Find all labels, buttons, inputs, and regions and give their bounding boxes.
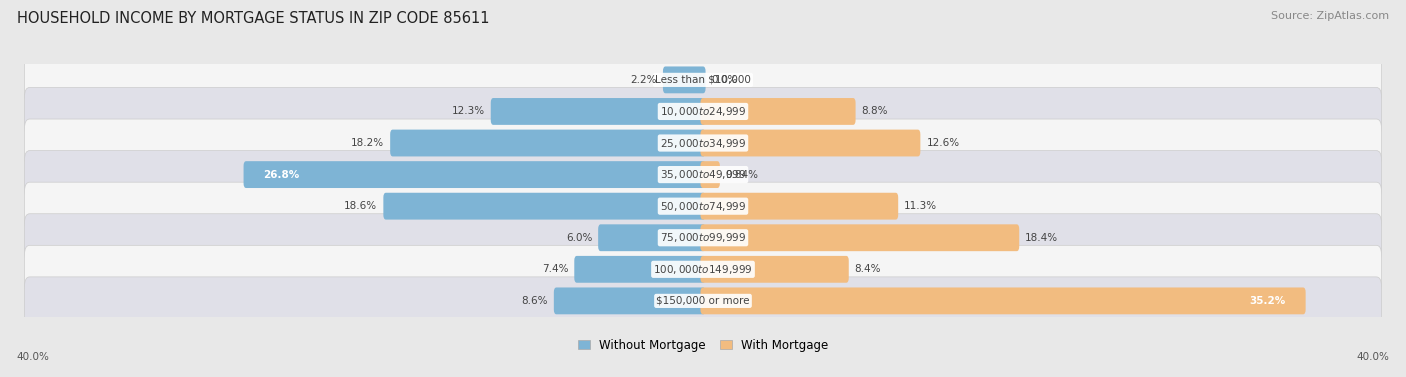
Text: 35.2%: 35.2% — [1250, 296, 1286, 306]
Text: $25,000 to $34,999: $25,000 to $34,999 — [659, 136, 747, 150]
FancyBboxPatch shape — [700, 161, 720, 188]
FancyBboxPatch shape — [700, 193, 898, 219]
Text: Less than $10,000: Less than $10,000 — [655, 75, 751, 85]
FancyBboxPatch shape — [598, 224, 706, 251]
FancyBboxPatch shape — [700, 130, 921, 156]
Text: 18.2%: 18.2% — [352, 138, 384, 148]
Text: 6.0%: 6.0% — [565, 233, 592, 243]
Text: 18.6%: 18.6% — [344, 201, 377, 211]
Text: $50,000 to $74,999: $50,000 to $74,999 — [659, 200, 747, 213]
FancyBboxPatch shape — [24, 150, 1382, 199]
FancyBboxPatch shape — [574, 256, 706, 283]
FancyBboxPatch shape — [24, 245, 1382, 293]
FancyBboxPatch shape — [24, 214, 1382, 262]
FancyBboxPatch shape — [700, 256, 849, 283]
Text: 8.6%: 8.6% — [522, 296, 548, 306]
Text: 18.4%: 18.4% — [1025, 233, 1059, 243]
Legend: Without Mortgage, With Mortgage: Without Mortgage, With Mortgage — [574, 334, 832, 356]
FancyBboxPatch shape — [664, 66, 706, 93]
Text: 0.84%: 0.84% — [725, 170, 759, 179]
Text: $10,000 to $24,999: $10,000 to $24,999 — [659, 105, 747, 118]
FancyBboxPatch shape — [700, 98, 856, 125]
FancyBboxPatch shape — [700, 224, 1019, 251]
FancyBboxPatch shape — [24, 277, 1382, 325]
Text: 12.6%: 12.6% — [927, 138, 959, 148]
Text: 40.0%: 40.0% — [17, 352, 49, 362]
Text: 2.2%: 2.2% — [630, 75, 657, 85]
Text: 8.4%: 8.4% — [855, 264, 882, 274]
Text: 11.3%: 11.3% — [904, 201, 938, 211]
FancyBboxPatch shape — [24, 56, 1382, 104]
FancyBboxPatch shape — [491, 98, 706, 125]
Text: 26.8%: 26.8% — [263, 170, 299, 179]
Text: 7.4%: 7.4% — [541, 264, 568, 274]
Text: $75,000 to $99,999: $75,000 to $99,999 — [659, 231, 747, 244]
Text: $150,000 or more: $150,000 or more — [657, 296, 749, 306]
Text: $100,000 to $149,999: $100,000 to $149,999 — [654, 263, 752, 276]
FancyBboxPatch shape — [391, 130, 706, 156]
Text: Source: ZipAtlas.com: Source: ZipAtlas.com — [1271, 11, 1389, 21]
Text: $35,000 to $49,999: $35,000 to $49,999 — [659, 168, 747, 181]
FancyBboxPatch shape — [24, 87, 1382, 135]
Text: HOUSEHOLD INCOME BY MORTGAGE STATUS IN ZIP CODE 85611: HOUSEHOLD INCOME BY MORTGAGE STATUS IN Z… — [17, 11, 489, 26]
FancyBboxPatch shape — [243, 161, 706, 188]
Text: 12.3%: 12.3% — [451, 106, 485, 116]
FancyBboxPatch shape — [384, 193, 706, 219]
FancyBboxPatch shape — [24, 119, 1382, 167]
Text: 0.0%: 0.0% — [711, 75, 738, 85]
FancyBboxPatch shape — [700, 288, 1306, 314]
FancyBboxPatch shape — [554, 288, 706, 314]
Text: 8.8%: 8.8% — [862, 106, 889, 116]
FancyBboxPatch shape — [24, 182, 1382, 230]
Text: 40.0%: 40.0% — [1357, 352, 1389, 362]
